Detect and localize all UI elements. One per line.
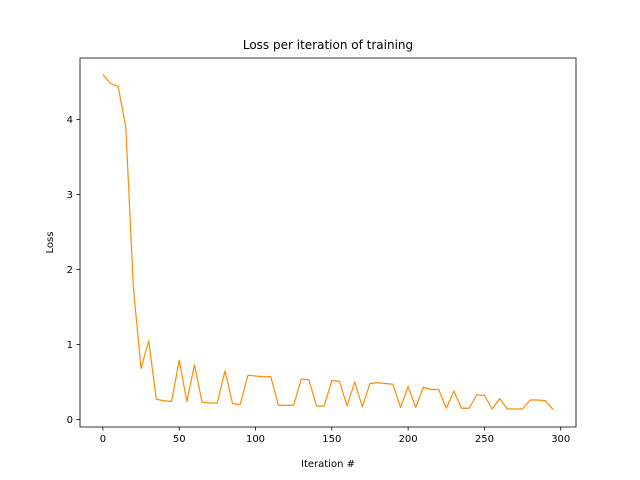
x-tick-label: 200	[399, 434, 418, 445]
x-tick-label: 150	[322, 434, 341, 445]
chart-title: Loss per iteration of training	[243, 38, 413, 52]
axes-layer: 0 50 100 150 200 250 300 0 1 2 3 4	[67, 115, 571, 445]
x-tick-label: 50	[173, 434, 186, 445]
y-axis-label: Loss	[45, 232, 56, 254]
series-layer	[102, 74, 554, 411]
x-tick-label: 100	[246, 434, 265, 445]
loss-series-line	[102, 74, 554, 411]
y-tick-label: 3	[67, 190, 73, 201]
y-tick-label: 1	[67, 340, 73, 351]
y-tick-label: 4	[67, 115, 73, 126]
y-tick-label: 2	[67, 265, 73, 276]
x-tick-label: 300	[551, 434, 570, 445]
plot-frame	[79, 57, 577, 428]
x-tick-label: 250	[475, 434, 494, 445]
x-tick-label: 0	[100, 434, 106, 445]
x-axis-label: Iteration #	[301, 459, 355, 470]
y-tick-label: 0	[67, 415, 73, 426]
